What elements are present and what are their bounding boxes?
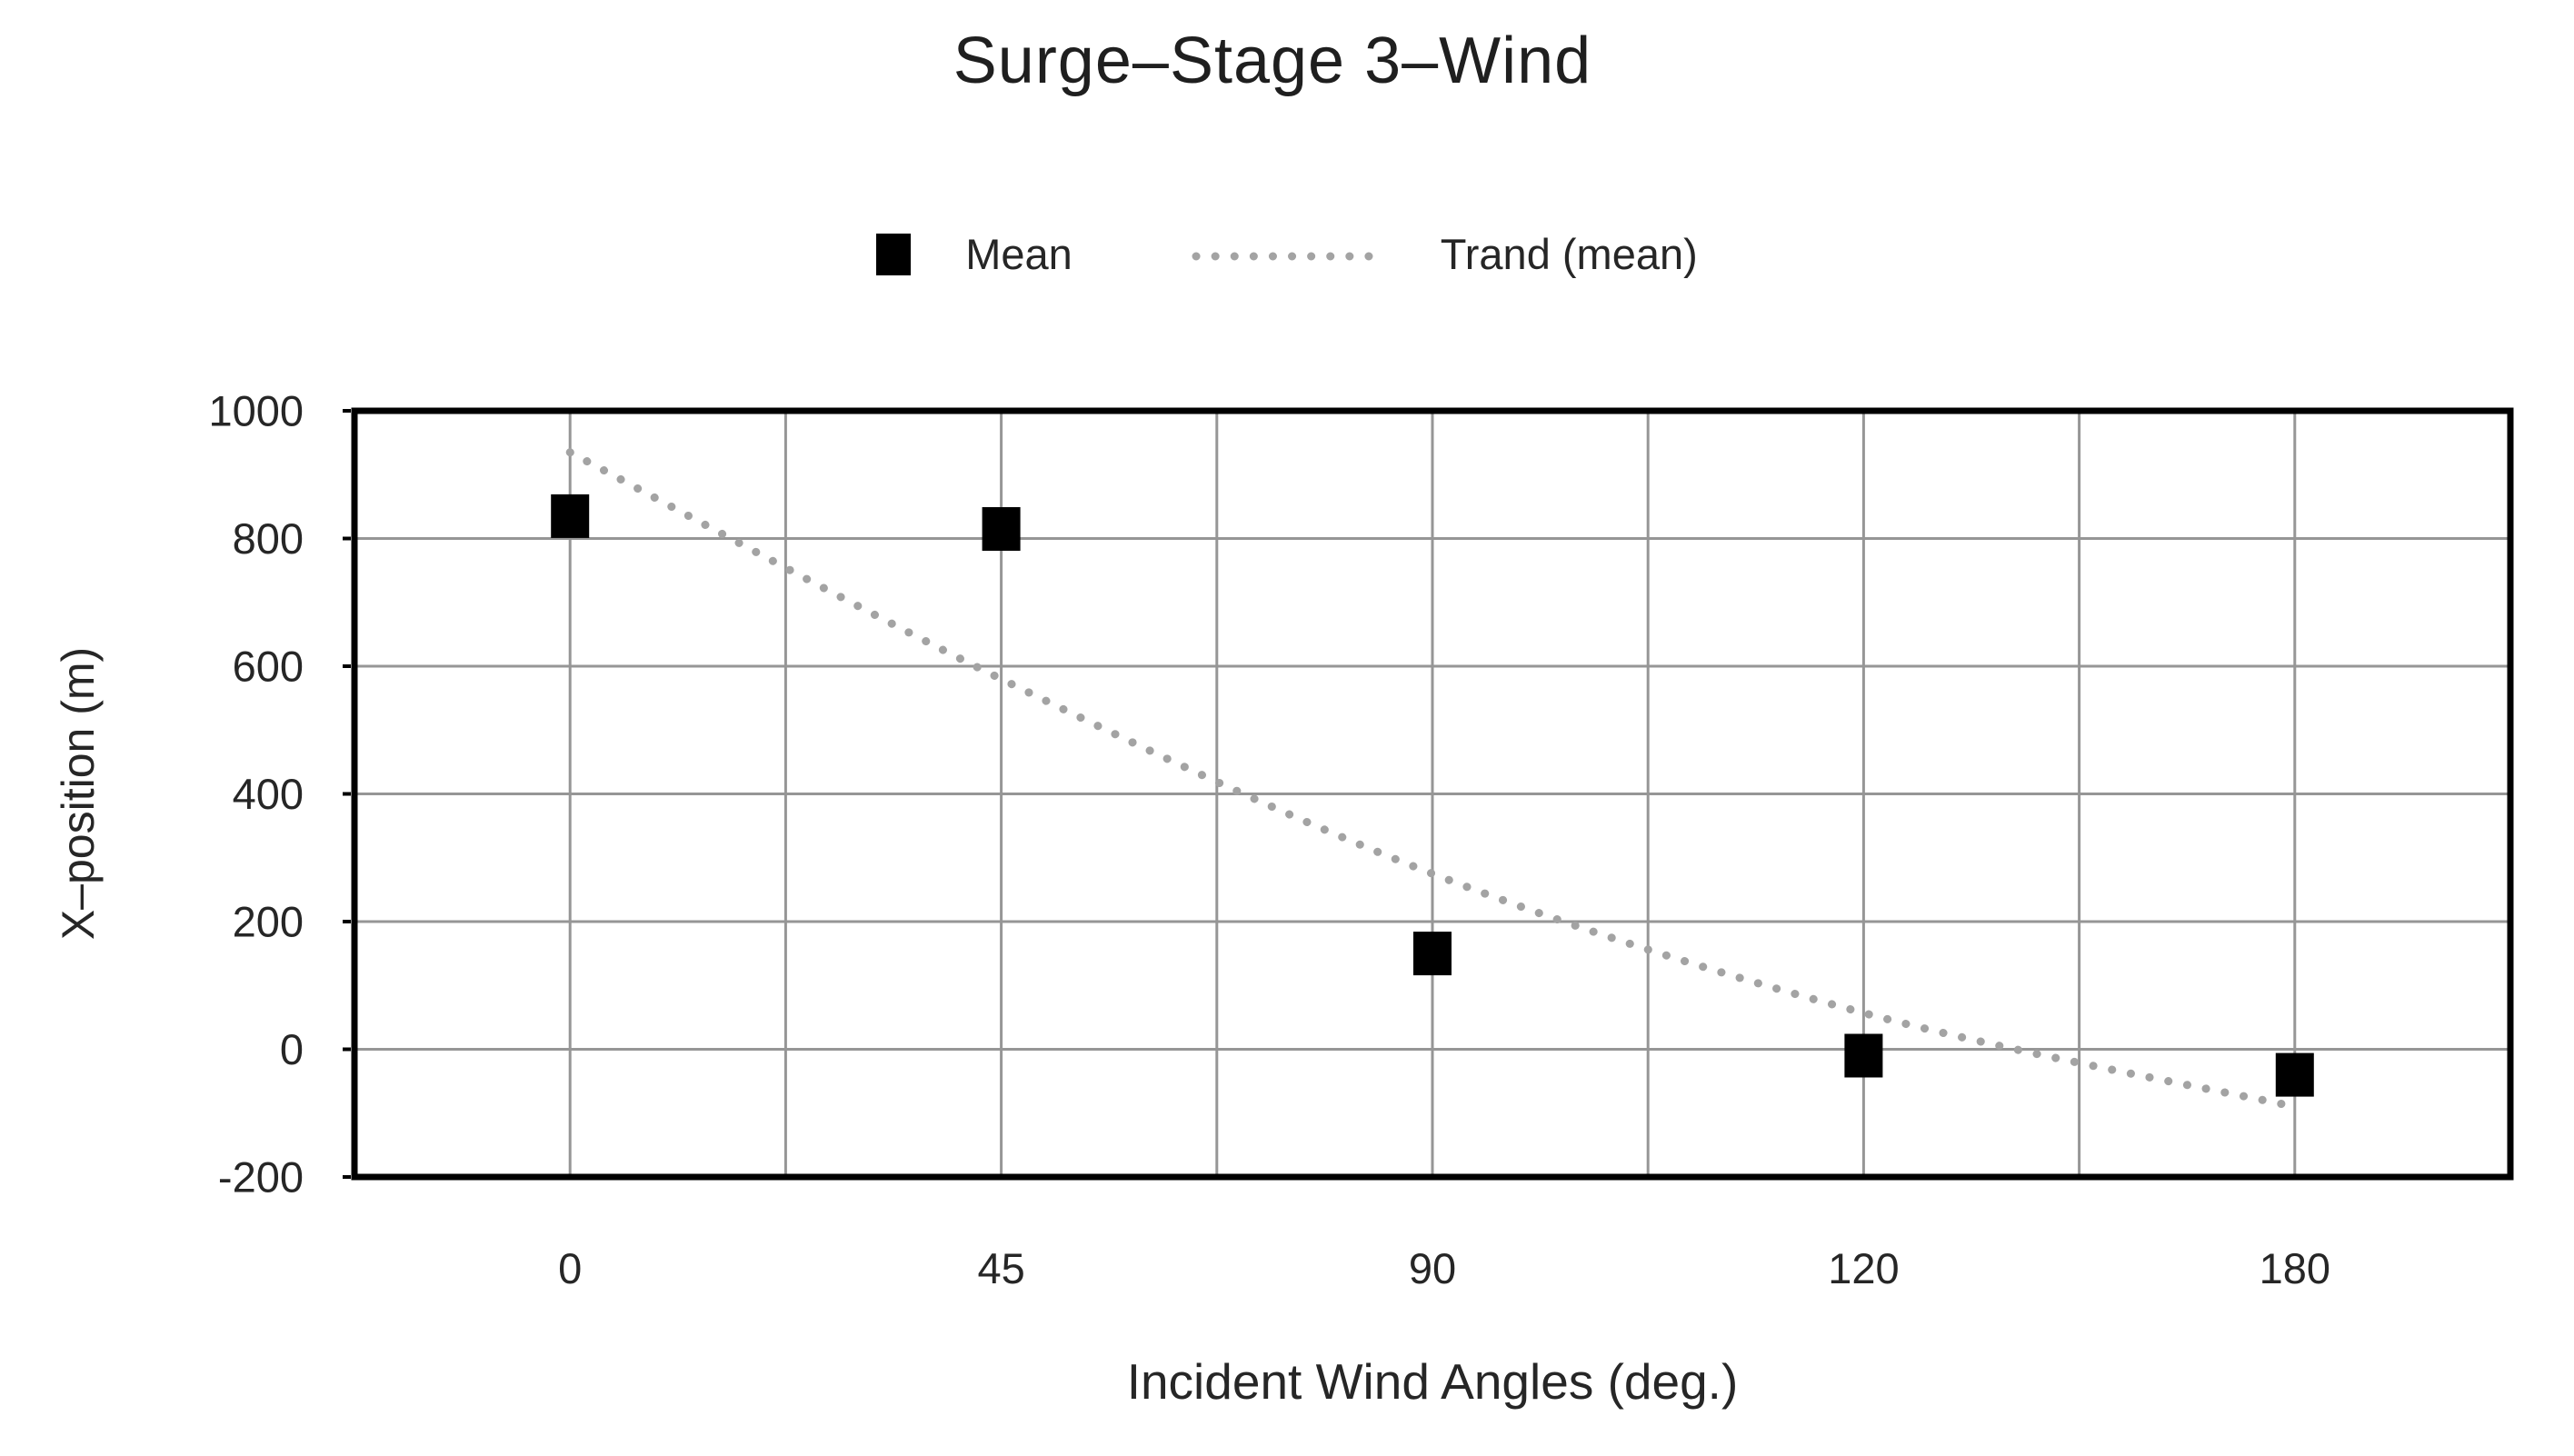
y-tick-label: 200	[233, 898, 304, 946]
legend-item-mean: Mean	[876, 229, 1072, 279]
dotted-line-icon	[1191, 247, 1388, 262]
trend-line	[565, 448, 2300, 1112]
y-tick-label: -200	[218, 1153, 304, 1202]
data-point-square	[2275, 1052, 2314, 1097]
y-tick-label: 600	[233, 643, 304, 691]
data-point-square	[1413, 932, 1452, 976]
x-tick-label: 45	[977, 1244, 1024, 1292]
x-tick-label: 180	[2260, 1244, 2330, 1292]
plot-border	[351, 407, 2514, 1181]
y-tick-label: 800	[233, 514, 304, 563]
data-point-square	[551, 494, 590, 538]
x-axis-title: Incident Wind Angles (deg.)	[1126, 1353, 1739, 1410]
chart-title: Surge–Stage 3–Wind	[953, 25, 1592, 97]
x-tick-label: 120	[1828, 1244, 1899, 1292]
data-point-square	[982, 507, 1021, 551]
x-tick-label: 0	[558, 1244, 582, 1292]
y-tick-label: 1000	[208, 387, 304, 435]
x-tick-label: 90	[1409, 1244, 1456, 1292]
legend-item-trend: Trand (mean)	[1191, 229, 1698, 279]
y-tick-label: 400	[233, 770, 304, 818]
legend-label-trend: Trand (mean)	[1440, 230, 1698, 278]
legend: Mean Trand (mean)	[0, 229, 2574, 279]
legend-label-mean: Mean	[965, 230, 1072, 278]
y-tick-label: 0	[280, 1025, 304, 1073]
square-marker-icon	[876, 233, 912, 275]
data-point-square	[1844, 1033, 1883, 1078]
